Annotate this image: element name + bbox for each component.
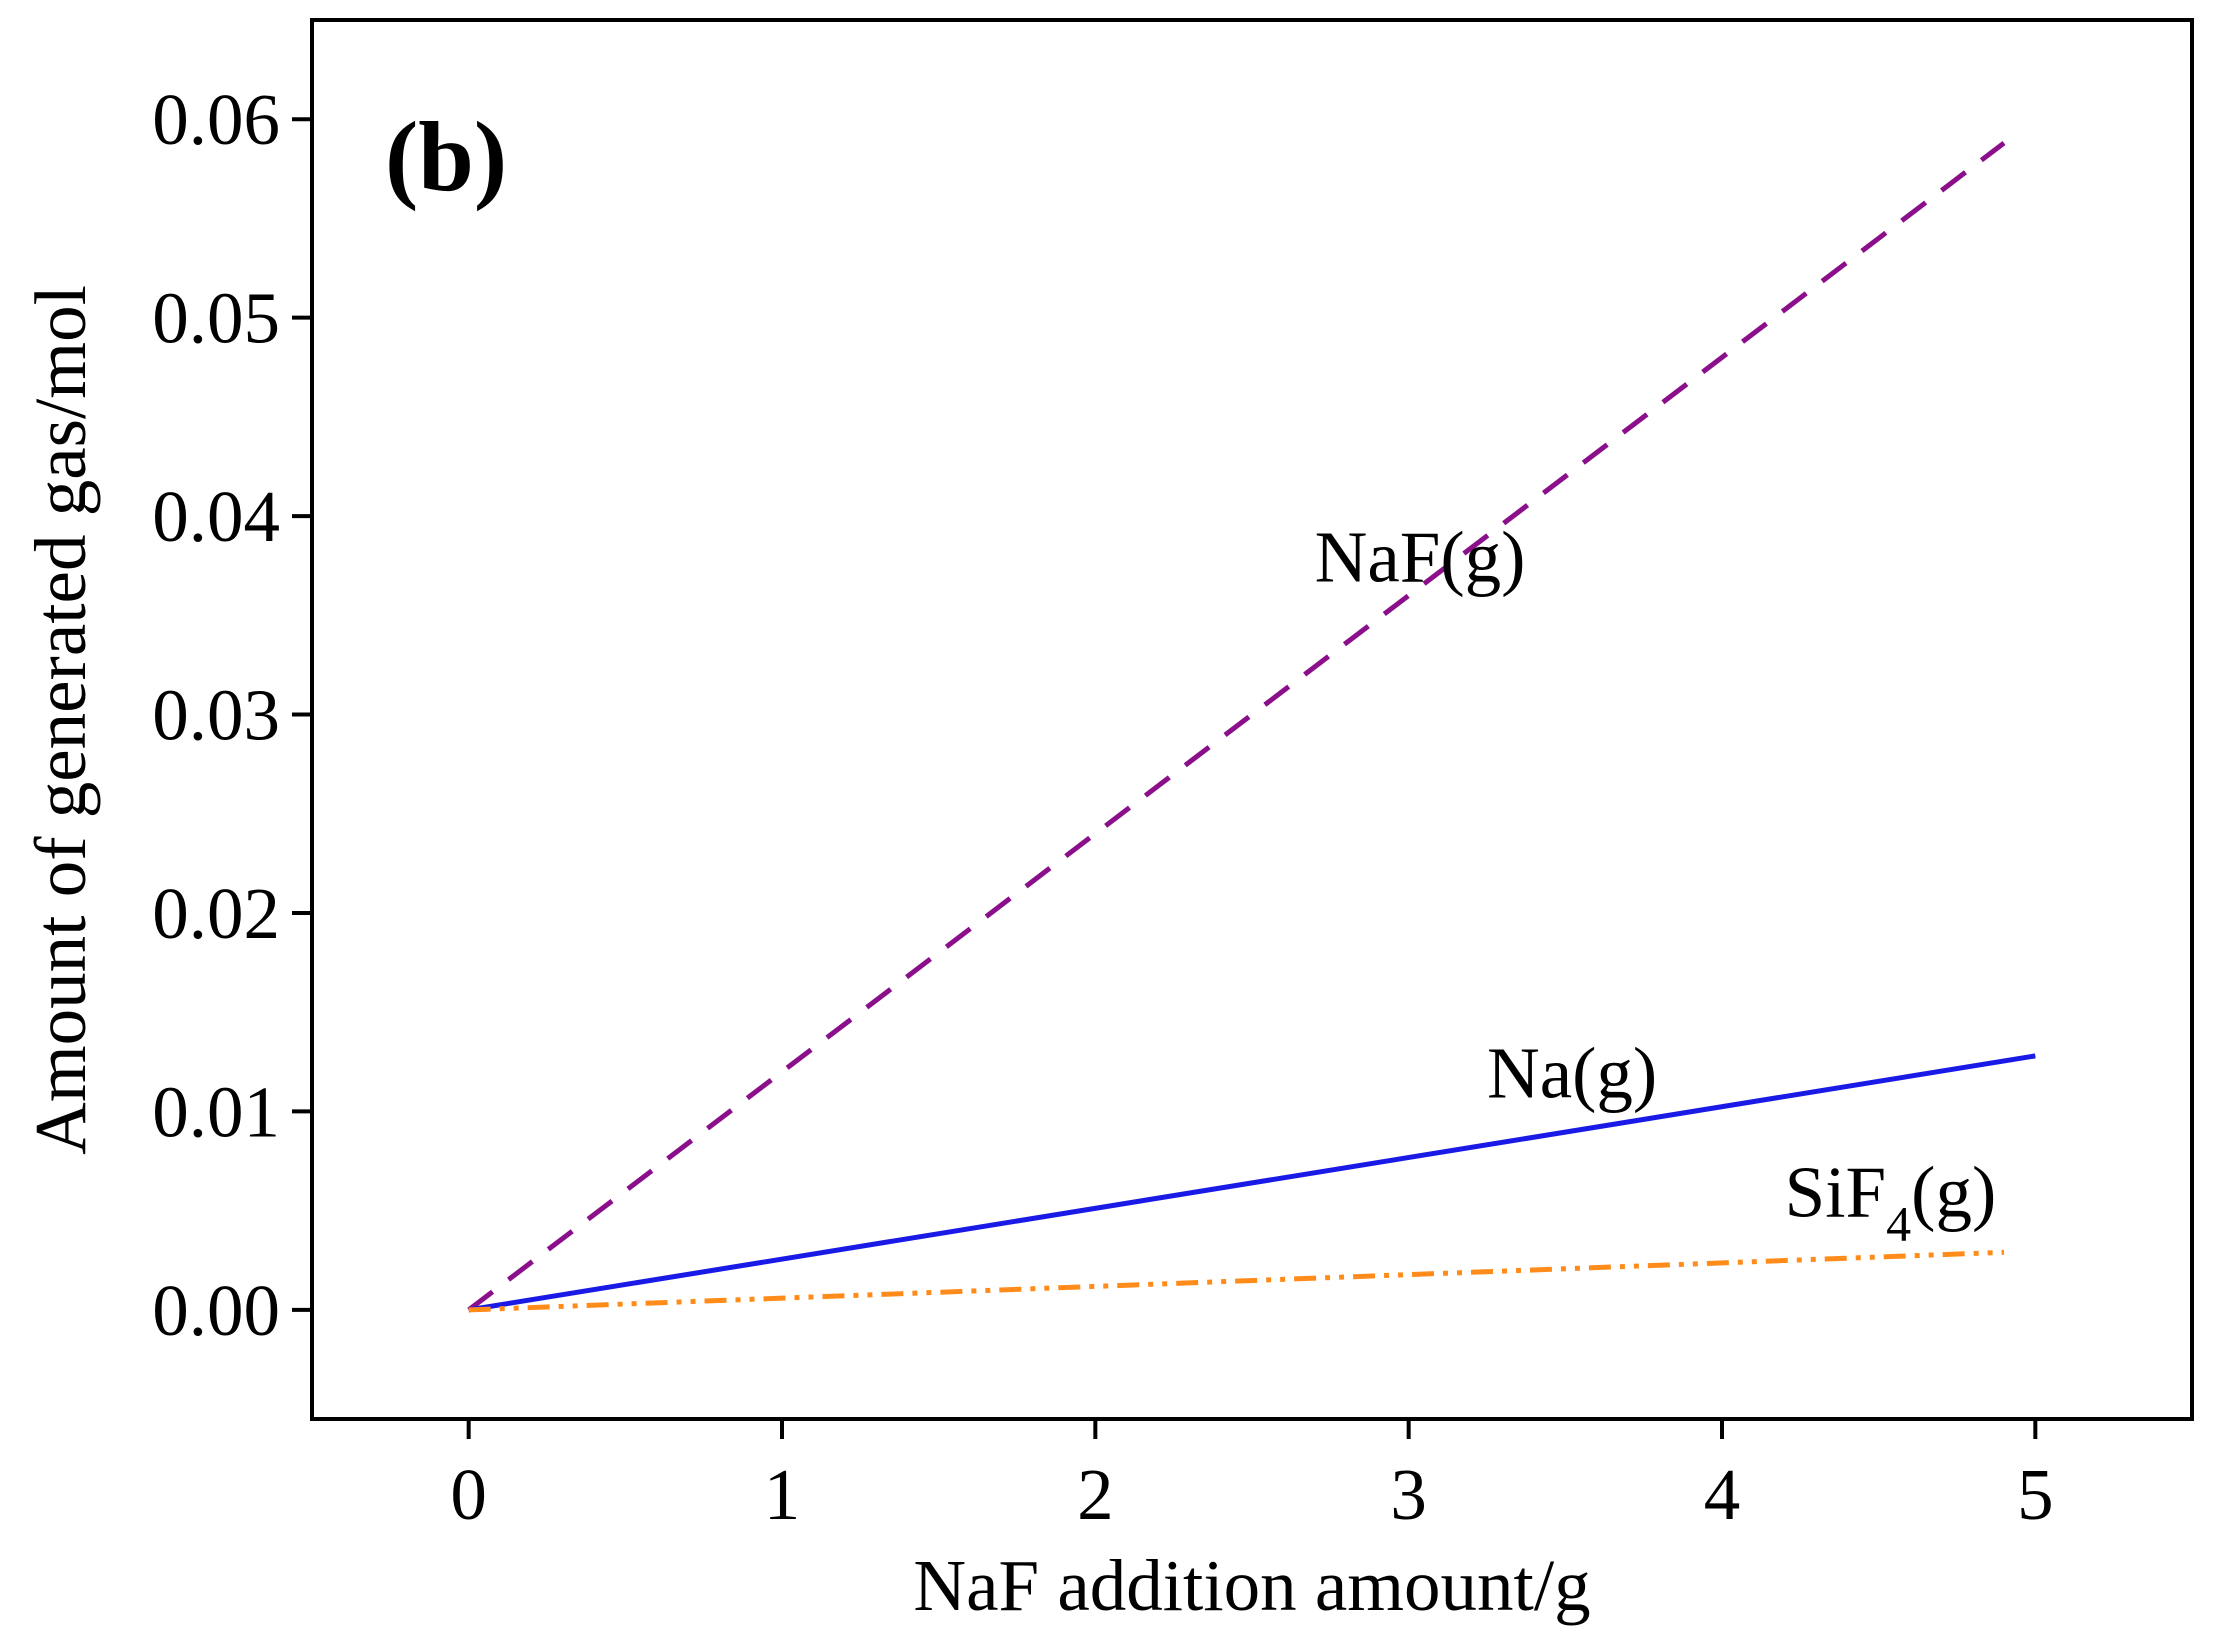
series-lines [467,141,2036,1313]
series-label-na-g: Na(g) [1487,1033,1657,1114]
x-tick-label: 4 [1704,1454,1741,1535]
y-tick-label: 0.06 [152,79,280,160]
x-tick-label: 3 [1390,1454,1427,1535]
series-line-naf-g [467,141,2006,1312]
x-ticks: 0 1 2 3 4 5 [450,1419,2054,1535]
y-tick-label: 0.00 [152,1270,280,1351]
series-label-subscript: 4 [1886,1196,1911,1252]
y-axis-title: Amount of generated gas/mol [20,285,101,1155]
series-label-tail: (g) [1911,1152,1996,1233]
x-axis-title: NaF addition amount/g [913,1545,1590,1626]
y-tick-label: 0.03 [152,675,280,756]
series-label-sif4-g: SiF4(g) [1785,1152,1997,1252]
x-tick-label: 5 [2017,1454,2054,1535]
y-tick-label: 0.05 [152,278,280,359]
y-tick-label: 0.04 [152,476,280,557]
panel-label: (b) [385,101,507,212]
y-tick-label: 0.01 [152,1071,280,1152]
series-label-base: SiF [1785,1152,1886,1233]
x-tick-label: 2 [1077,1454,1114,1535]
y-tick-label: 0.02 [152,873,280,954]
series-labels: NaF(g) Na(g) SiF4(g) [1315,517,1997,1252]
y-ticks: 0.00 0.01 0.02 0.03 0.04 0.05 0.06 [152,79,312,1351]
series-label-naf-g: NaF(g) [1315,517,1526,598]
series-line-na-g [468,1053,2036,1313]
series-line-sif4-g [468,1249,2005,1313]
plot-frame [310,18,2194,1421]
x-tick-label: 1 [764,1454,801,1535]
x-tick-label: 0 [450,1454,487,1535]
